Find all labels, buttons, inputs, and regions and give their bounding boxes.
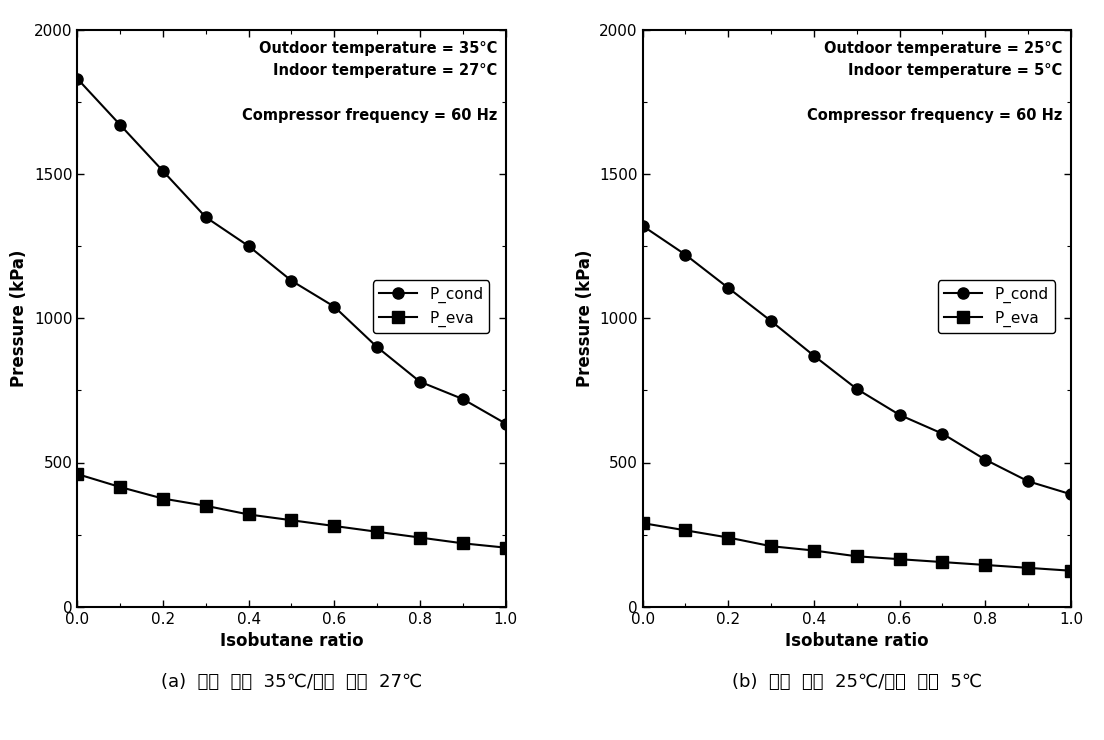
P_cond — [371, 343, 384, 352]
P_cond — [199, 213, 212, 222]
Y-axis label: Pressure (kPa): Pressure (kPa) — [575, 249, 594, 387]
Text: Outdoor temperature = 25°C
Indoor temperature = 5°C

Compressor frequency = 60 H: Outdoor temperature = 25°C Indoor temper… — [807, 41, 1062, 123]
P_cond — [893, 411, 906, 420]
P_cond — [636, 221, 649, 230]
Legend: P_cond, P_eva: P_cond, P_eva — [938, 280, 1054, 333]
P_eva — [285, 516, 298, 525]
P_cond — [850, 385, 863, 394]
P_cond — [456, 394, 469, 403]
P_cond — [936, 429, 949, 438]
P_eva — [456, 539, 469, 548]
Y-axis label: Pressure (kPa): Pressure (kPa) — [10, 249, 29, 387]
P_eva — [978, 560, 991, 569]
P_eva — [114, 482, 127, 491]
P_eva — [807, 546, 820, 555]
X-axis label: Isobutane ratio: Isobutane ratio — [220, 632, 363, 650]
P_eva — [413, 533, 426, 542]
P_eva — [242, 510, 255, 519]
P_eva — [1064, 566, 1078, 575]
X-axis label: Isobutane ratio: Isobutane ratio — [785, 632, 928, 650]
P_eva — [157, 494, 170, 503]
P_eva — [371, 528, 384, 536]
P_eva — [893, 555, 906, 564]
P_eva — [722, 533, 735, 542]
P_eva — [936, 558, 949, 567]
Line: P_eva: P_eva — [72, 468, 511, 554]
P_cond — [1064, 490, 1078, 499]
P_cond — [499, 419, 512, 428]
P_cond — [764, 317, 777, 326]
P_cond — [71, 74, 84, 83]
P_eva — [679, 526, 692, 535]
P_eva — [499, 543, 512, 552]
P_cond — [679, 250, 692, 259]
P_cond — [157, 166, 170, 175]
Text: Outdoor temperature = 35°C
Indoor temperature = 27°C

Compressor frequency = 60 : Outdoor temperature = 35°C Indoor temper… — [242, 41, 497, 123]
Legend: P_cond, P_eva: P_cond, P_eva — [372, 280, 489, 333]
P_eva — [199, 502, 212, 511]
P_cond — [114, 121, 127, 130]
P_cond — [978, 455, 991, 464]
P_cond — [807, 352, 820, 360]
P_eva — [636, 519, 649, 528]
P_eva — [850, 552, 863, 561]
P_eva — [71, 470, 84, 479]
Line: P_cond: P_cond — [72, 73, 511, 429]
Line: P_eva: P_eva — [637, 517, 1076, 576]
Line: P_cond: P_cond — [637, 221, 1076, 500]
P_cond — [328, 302, 341, 311]
P_cond — [285, 276, 298, 285]
P_eva — [1021, 563, 1034, 572]
P_eva — [764, 542, 777, 551]
P_eva — [328, 522, 341, 531]
Text: (b)  실외  온도  25℃/실내  온도  5℃: (b) 실외 온도 25℃/실내 온도 5℃ — [732, 673, 981, 691]
P_cond — [242, 241, 255, 250]
P_cond — [1021, 477, 1034, 485]
Text: (a)  실외  온도  35℃/실내  온도  27℃: (a) 실외 온도 35℃/실내 온도 27℃ — [161, 673, 422, 691]
P_cond — [413, 377, 426, 386]
P_cond — [722, 283, 735, 292]
